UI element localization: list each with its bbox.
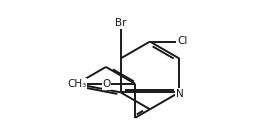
- Text: Br: Br: [115, 18, 126, 28]
- Text: N: N: [176, 89, 183, 99]
- Text: Cl: Cl: [177, 36, 187, 46]
- Text: O: O: [102, 79, 111, 89]
- Text: CH₃: CH₃: [67, 79, 86, 89]
